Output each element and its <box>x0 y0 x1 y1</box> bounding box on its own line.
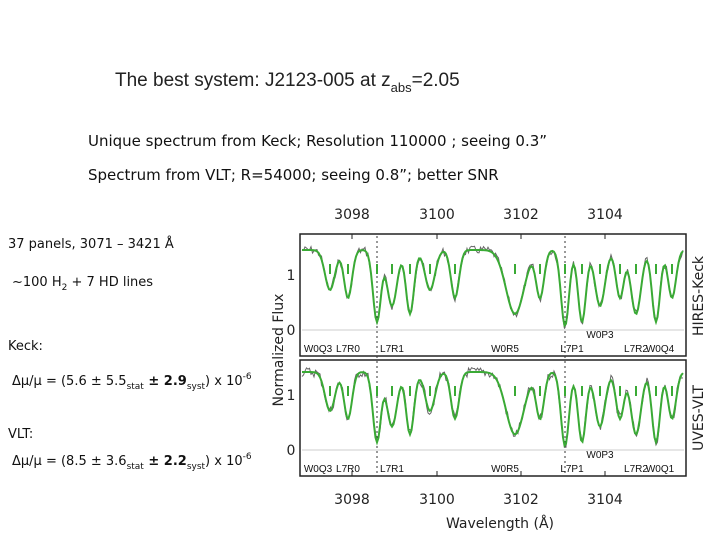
line-label: L7R0 <box>336 464 360 475</box>
model-fit <box>302 371 684 448</box>
x-tick-label: 3100 <box>419 207 455 223</box>
line-label: L7P1 <box>560 464 584 475</box>
x-tick-label: 3104 <box>587 492 623 508</box>
x-tick-label: 3102 <box>503 207 539 223</box>
line-label: W0R5 <box>491 344 519 355</box>
panel-label: UVES-VLT <box>691 385 707 451</box>
y-label: Normalized Flux <box>271 294 287 407</box>
panel-frame <box>299 359 687 477</box>
y-tick-label: 1 <box>287 268 296 284</box>
panels: 37 panels, 3071 – 3421 Å <box>8 236 174 252</box>
lines: ~100 H2 + 7 HD lines <box>12 275 153 293</box>
line-label: W0Q1 <box>646 464 675 475</box>
x-tick-label: 3104 <box>587 207 623 223</box>
line-label: L7R1 <box>380 344 404 355</box>
line-label: W0P3 <box>586 330 614 341</box>
x-label: Wavelength (Å) <box>446 515 554 532</box>
title: The best system: J2123-005 at zabs=2.05 <box>115 70 460 95</box>
line-label: W0Q3 <box>304 344 333 355</box>
line-label: L7R0 <box>336 344 360 355</box>
line-label: L7P1 <box>560 344 584 355</box>
line-label: L7R2 <box>624 464 648 475</box>
keck-label: Keck: <box>8 339 43 354</box>
panel-label: HIRES-Keck <box>691 255 707 336</box>
vlt-result: Δμ/μ = (8.5 ± 3.6stat ± 2.2syst) x 10-6 <box>12 452 252 472</box>
model-fit <box>302 249 684 328</box>
line-label: W0P3 <box>586 450 614 461</box>
x-tick-label: 3098 <box>334 492 370 508</box>
spectrum-figure: Normalized Flux Wavelength (Å) HIRES-Kec… <box>271 207 707 532</box>
y-tick-label: 1 <box>287 388 296 404</box>
keck-result: Δμ/μ = (5.6 ± 5.5stat ± 2.9syst) x 10-6 <box>12 372 252 392</box>
x-tick-label: 3098 <box>334 207 370 223</box>
note: Unique spectrum from Keck; Resolution 11… <box>88 132 547 150</box>
line-label: W0R5 <box>491 464 519 475</box>
y-tick-label: 0 <box>287 323 296 339</box>
y-tick-label: 0 <box>287 443 296 459</box>
line-label: L7R1 <box>380 464 404 475</box>
observed-spectrum <box>301 366 684 449</box>
x-tick-label: 3100 <box>419 492 455 508</box>
vlt-label: VLT: <box>8 427 33 442</box>
note: Spectrum from VLT; R=54000; seeing 0.8”;… <box>88 166 499 184</box>
line-label: L7R2 <box>624 344 648 355</box>
x-tick-label: 3102 <box>503 492 539 508</box>
line-label: W0Q4 <box>646 344 675 355</box>
line-label: W0Q3 <box>304 464 333 475</box>
